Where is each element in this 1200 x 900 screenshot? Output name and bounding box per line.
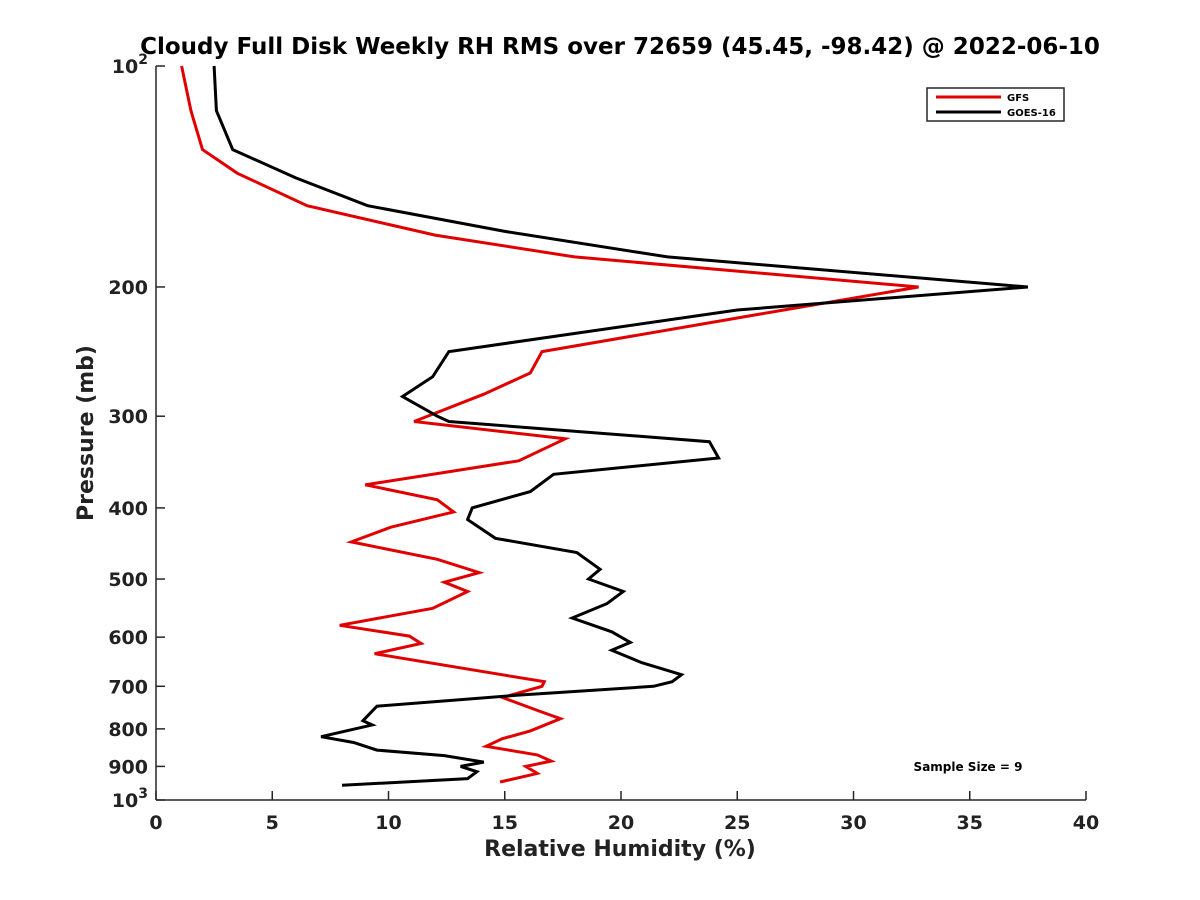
x-tick-label: 15 xyxy=(492,812,518,834)
y-axis-label: Pressure (mb) xyxy=(74,345,99,521)
legend: GFS GOES-16 xyxy=(926,87,1065,122)
x-tick-label: 20 xyxy=(608,812,634,834)
x-tick-label: 30 xyxy=(840,812,866,834)
x-tick-label: 25 xyxy=(724,812,750,834)
y-tick-label: 103 xyxy=(112,786,148,812)
x-tick-label: 5 xyxy=(266,812,279,834)
x-tick-label: 35 xyxy=(957,812,983,834)
x-tick-label: 40 xyxy=(1073,812,1099,834)
y-tick-label: 200 xyxy=(108,277,148,299)
y-tick-label: 400 xyxy=(108,498,148,520)
x-axis-label: Relative Humidity (%) xyxy=(484,837,756,862)
y-tick-label: 500 xyxy=(108,569,148,591)
axes: 0 5 10 15 20 25 30 35 40 102 200 300 400 500 600 700 800… xyxy=(108,52,1099,834)
y-tick-label: 700 xyxy=(108,676,148,698)
legend-label-gfs: GFS xyxy=(1007,93,1029,104)
y-tick-label: 102 xyxy=(112,52,148,78)
y-tick-label: 900 xyxy=(108,756,148,778)
series-line-goes-16 xyxy=(212,65,1029,787)
plot-area xyxy=(180,65,1029,787)
series-line-gfs xyxy=(180,65,919,784)
x-tick-label: 0 xyxy=(149,812,162,834)
x-tick-label: 10 xyxy=(375,812,401,834)
legend-label-goes-16: GOES-16 xyxy=(1007,108,1056,119)
y-tick-label: 800 xyxy=(108,719,148,741)
legend-box xyxy=(926,87,1065,122)
chart-title: Cloudy Full Disk Weekly RH RMS over 7265… xyxy=(140,34,1100,60)
sample-size-annotation: Sample Size = 9 xyxy=(914,760,1023,774)
y-tick-label: 600 xyxy=(108,627,148,649)
y-tick-label: 300 xyxy=(108,406,148,428)
